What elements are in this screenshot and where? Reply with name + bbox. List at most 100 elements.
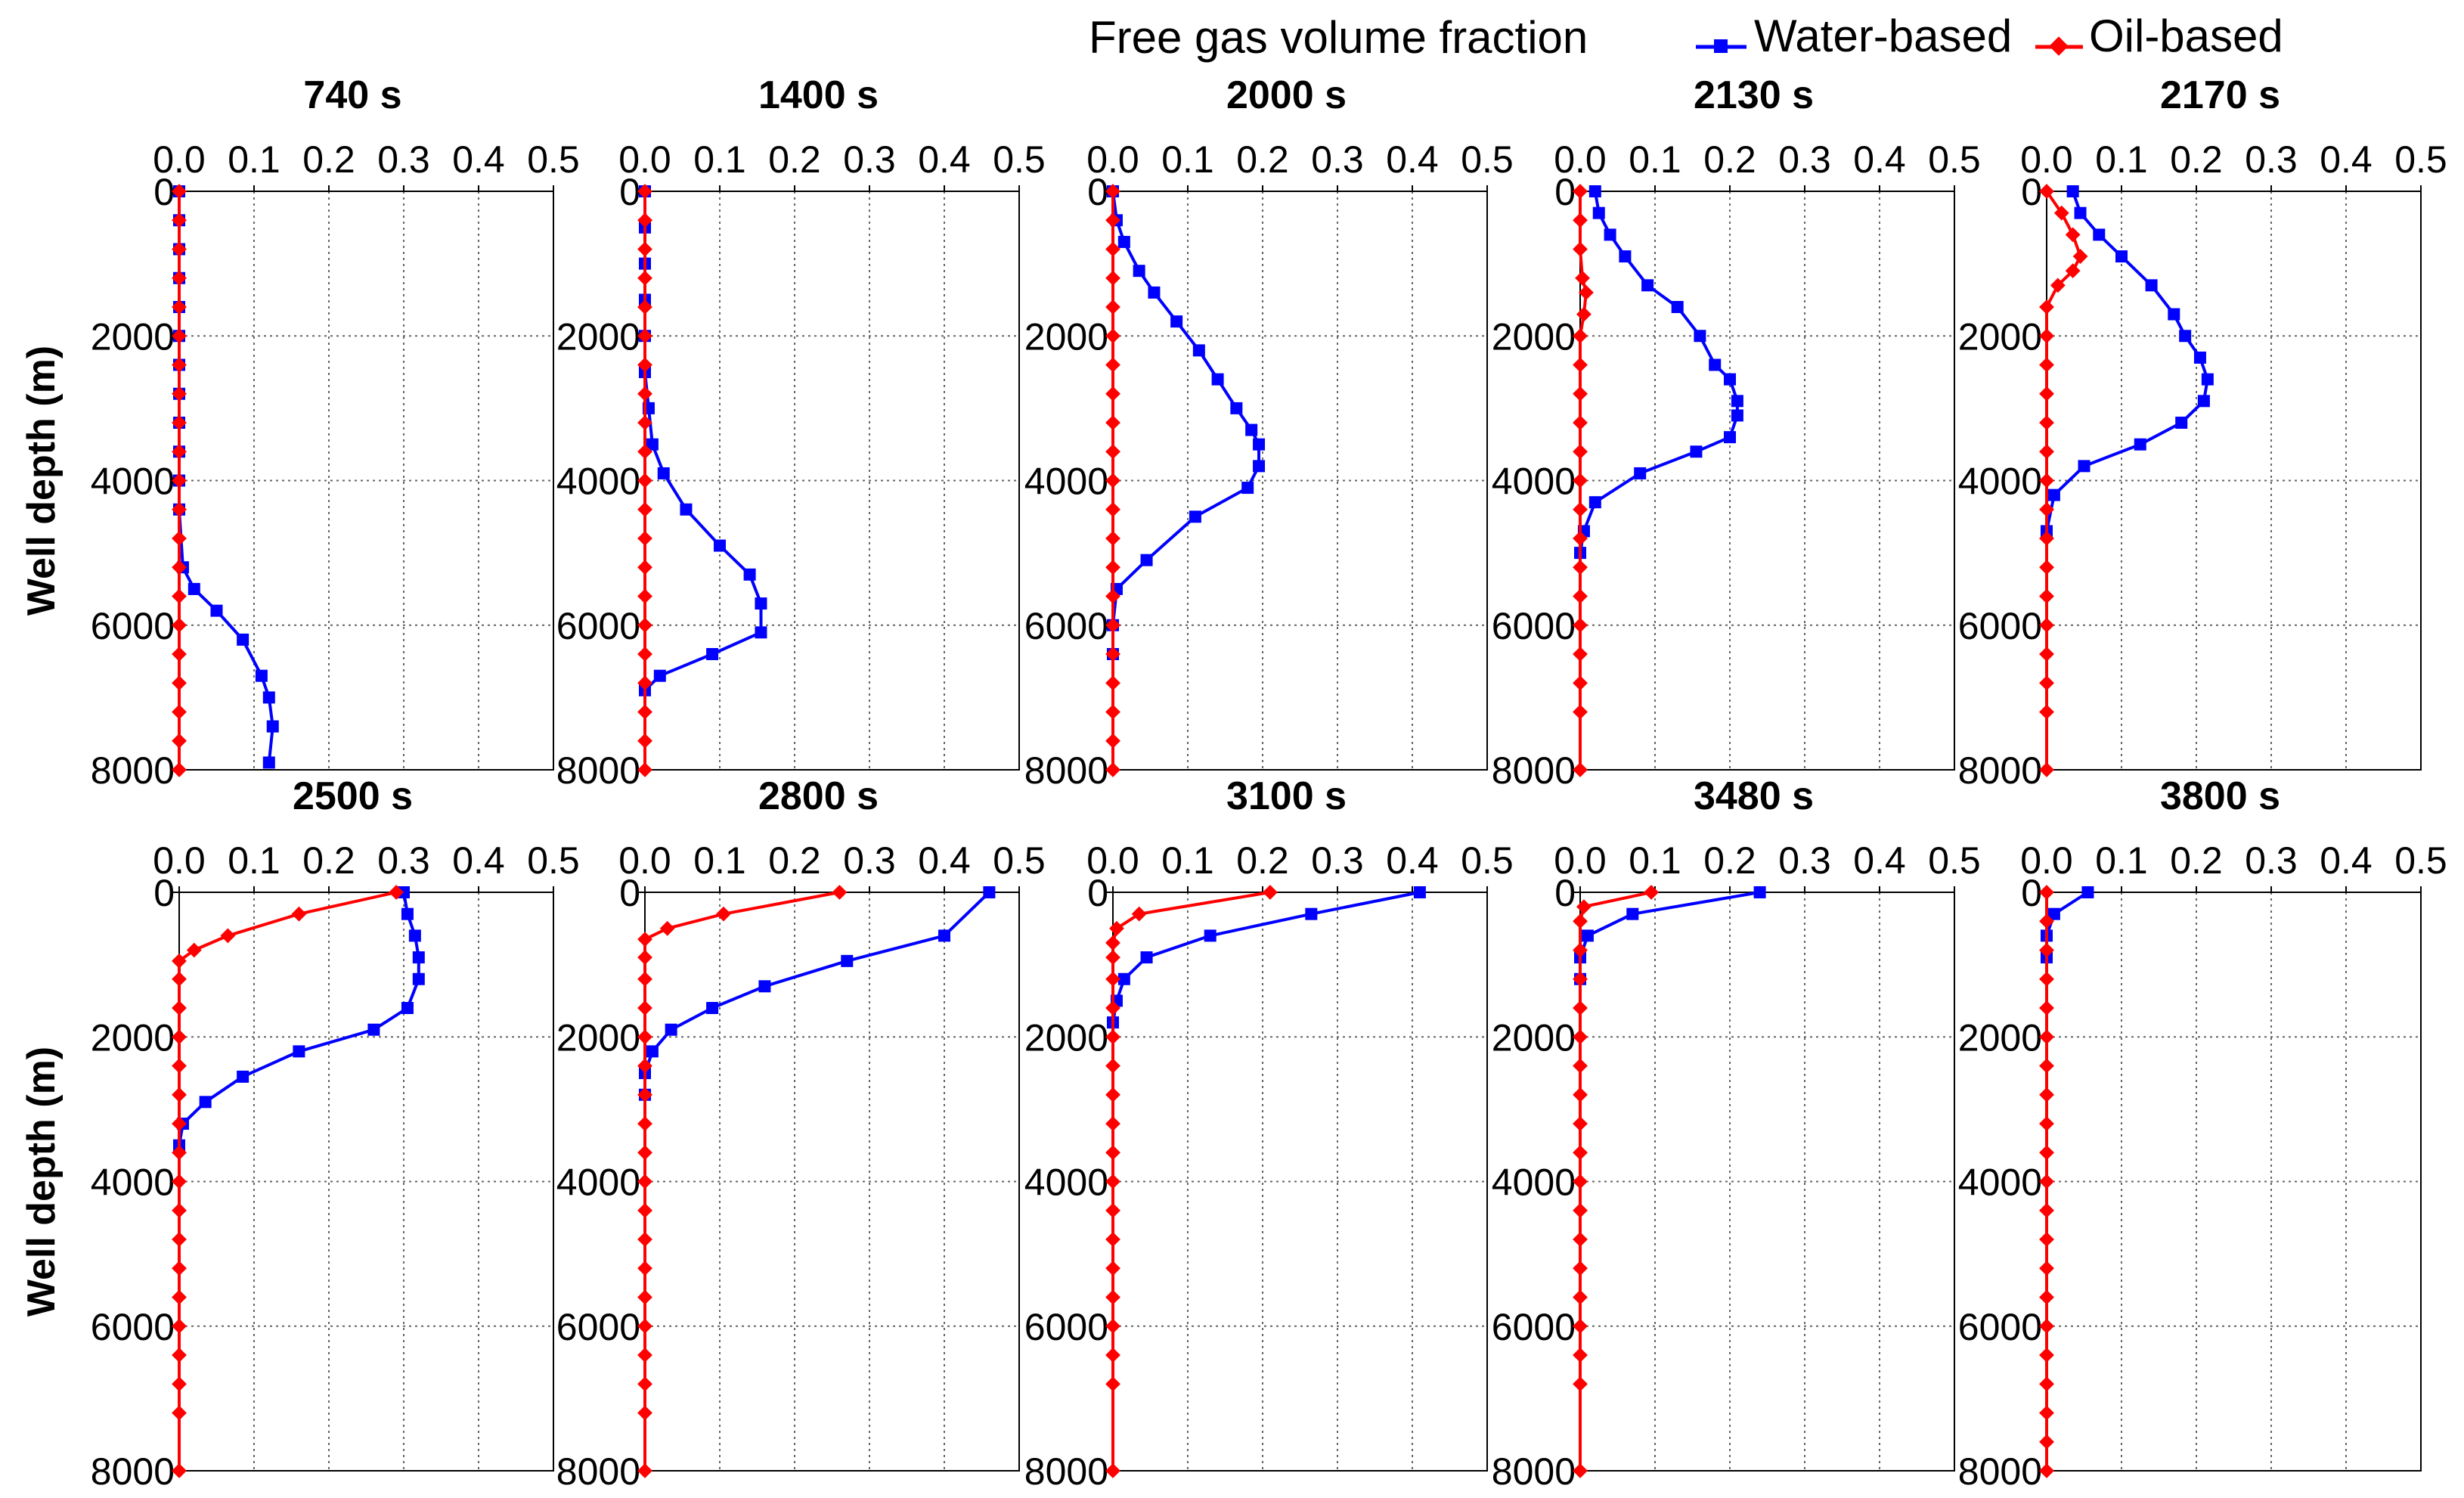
data-point-oil-based bbox=[172, 328, 187, 344]
y-tick-label: 0 bbox=[153, 171, 175, 213]
oil-based-line bbox=[2045, 190, 2082, 770]
data-point-oil-based bbox=[637, 501, 652, 517]
data-point-oil-based bbox=[637, 1261, 652, 1276]
data-point-water-based bbox=[646, 1045, 659, 1058]
data-point-oil-based bbox=[1573, 386, 1588, 402]
data-point-water-based bbox=[1148, 286, 1161, 299]
panel-title: 3800 s bbox=[2160, 774, 2280, 818]
y-tick-label: 2000 bbox=[91, 315, 175, 358]
data-point-water-based bbox=[1211, 373, 1224, 386]
oil-based-series bbox=[2039, 184, 2088, 777]
oil-based-series bbox=[637, 885, 848, 1478]
data-point-oil-based bbox=[1573, 1000, 1588, 1016]
y-tick-label: 6000 bbox=[556, 1306, 640, 1348]
water-based-line bbox=[1579, 191, 1739, 554]
water-based-line bbox=[2045, 891, 2089, 958]
y-tick-label: 0 bbox=[2021, 171, 2042, 213]
data-point-oil-based bbox=[1573, 1116, 1588, 1131]
data-point-oil-based bbox=[172, 212, 187, 228]
x-tick-label: 0.1 bbox=[1629, 839, 1681, 882]
data-point-oil-based bbox=[1573, 212, 1588, 228]
water-based-series bbox=[1574, 185, 1743, 560]
data-point-water-based bbox=[755, 597, 767, 610]
data-point-water-based bbox=[237, 633, 249, 646]
x-tick-label: 0.5 bbox=[1928, 138, 1981, 181]
data-point-water-based bbox=[1604, 228, 1616, 241]
data-point-water-based bbox=[2145, 279, 2158, 292]
y-tick-label: 6000 bbox=[91, 1306, 175, 1348]
y-tick-label: 4000 bbox=[1958, 1161, 2042, 1204]
y-tick-label: 4000 bbox=[1024, 461, 1108, 503]
water-based-line bbox=[1111, 191, 1260, 654]
x-tick-label: 0.4 bbox=[918, 839, 971, 882]
data-point-oil-based bbox=[1105, 1463, 1120, 1478]
data-point-water-based bbox=[983, 886, 996, 898]
y-tick-label: 8000 bbox=[91, 749, 175, 792]
y-tick-label: 4000 bbox=[1492, 461, 1576, 503]
data-point-water-based bbox=[755, 626, 767, 639]
data-point-oil-based bbox=[2072, 249, 2088, 264]
data-point-oil-based bbox=[389, 885, 404, 900]
data-point-oil-based bbox=[2039, 675, 2054, 691]
data-point-water-based bbox=[2081, 886, 2094, 898]
legend-water-marker bbox=[1714, 39, 1728, 53]
data-point-oil-based bbox=[2065, 227, 2081, 243]
data-point-oil-based bbox=[1105, 647, 1120, 662]
x-tick-label: 0.0 bbox=[153, 839, 206, 882]
data-point-oil-based bbox=[2039, 386, 2054, 402]
data-point-oil-based bbox=[1263, 885, 1278, 900]
y-tick-label: 2000 bbox=[1492, 315, 1576, 358]
y-tick-label: 6000 bbox=[1024, 605, 1108, 647]
data-point-oil-based bbox=[1105, 270, 1120, 286]
x-tick-label: 0.2 bbox=[2170, 138, 2223, 181]
data-point-water-based bbox=[706, 648, 719, 660]
data-point-oil-based bbox=[2039, 415, 2054, 430]
data-point-oil-based bbox=[172, 1058, 187, 1074]
data-point-oil-based bbox=[637, 647, 652, 662]
data-point-water-based bbox=[188, 582, 200, 595]
data-point-oil-based bbox=[1105, 1348, 1120, 1363]
y-tick-label: 6000 bbox=[1958, 1306, 2042, 1348]
data-point-oil-based bbox=[172, 1289, 187, 1305]
data-point-oil-based bbox=[1573, 357, 1588, 373]
data-point-oil-based bbox=[2039, 1000, 2054, 1016]
y-tick-label: 2000 bbox=[556, 315, 640, 358]
oil-based-line bbox=[178, 891, 397, 1471]
data-point-oil-based bbox=[2039, 1116, 2054, 1131]
y-tick-label: 8000 bbox=[1492, 1450, 1576, 1493]
y-tick-label: 0 bbox=[619, 872, 640, 914]
panel-title: 3100 s bbox=[1226, 774, 1347, 818]
data-point-oil-based bbox=[2039, 357, 2054, 373]
panel: 0.0 0.1 0.2 0.3 0.4 0.5 0 2000 4000 6000 8000 2500 … bbox=[20, 774, 580, 1493]
data-point-water-based bbox=[2168, 308, 2180, 321]
data-point-oil-based bbox=[1573, 531, 1588, 546]
x-tick-label: 0.3 bbox=[2245, 839, 2298, 882]
x-tick-label: 0.4 bbox=[2320, 839, 2373, 882]
data-point-oil-based bbox=[1573, 560, 1588, 575]
x-tick-label: 0.5 bbox=[2394, 138, 2447, 181]
data-point-water-based bbox=[367, 1023, 380, 1036]
y-tick-label: 6000 bbox=[1492, 605, 1576, 647]
y-tick-label: 2000 bbox=[1958, 1016, 2042, 1059]
data-point-oil-based bbox=[637, 473, 652, 488]
y-axis-label: Well depth (m) bbox=[20, 1047, 64, 1317]
data-point-oil-based bbox=[172, 1405, 187, 1421]
data-point-water-based bbox=[2074, 206, 2087, 219]
data-point-oil-based bbox=[1573, 415, 1588, 430]
y-tick-label: 4000 bbox=[556, 1161, 640, 1204]
x-tick-label: 0.3 bbox=[1311, 138, 1364, 181]
data-point-oil-based bbox=[1573, 241, 1588, 257]
data-point-water-based bbox=[1170, 315, 1183, 328]
data-point-oil-based bbox=[1573, 1202, 1588, 1218]
data-point-oil-based bbox=[637, 560, 652, 575]
data-point-water-based bbox=[1731, 395, 1743, 408]
panel: 0.0 0.1 0.2 0.3 0.4 0.5 0 2000 4000 6000 8000 3480 … bbox=[1492, 774, 1981, 1493]
x-tick-label: 0.3 bbox=[1311, 839, 1364, 882]
data-point-water-based bbox=[1619, 250, 1632, 263]
data-point-oil-based bbox=[832, 885, 848, 900]
panel-title: 2000 s bbox=[1226, 73, 1347, 117]
x-tick-label: 0.3 bbox=[843, 839, 896, 882]
data-point-oil-based bbox=[172, 1318, 187, 1334]
data-point-water-based bbox=[2047, 488, 2060, 501]
